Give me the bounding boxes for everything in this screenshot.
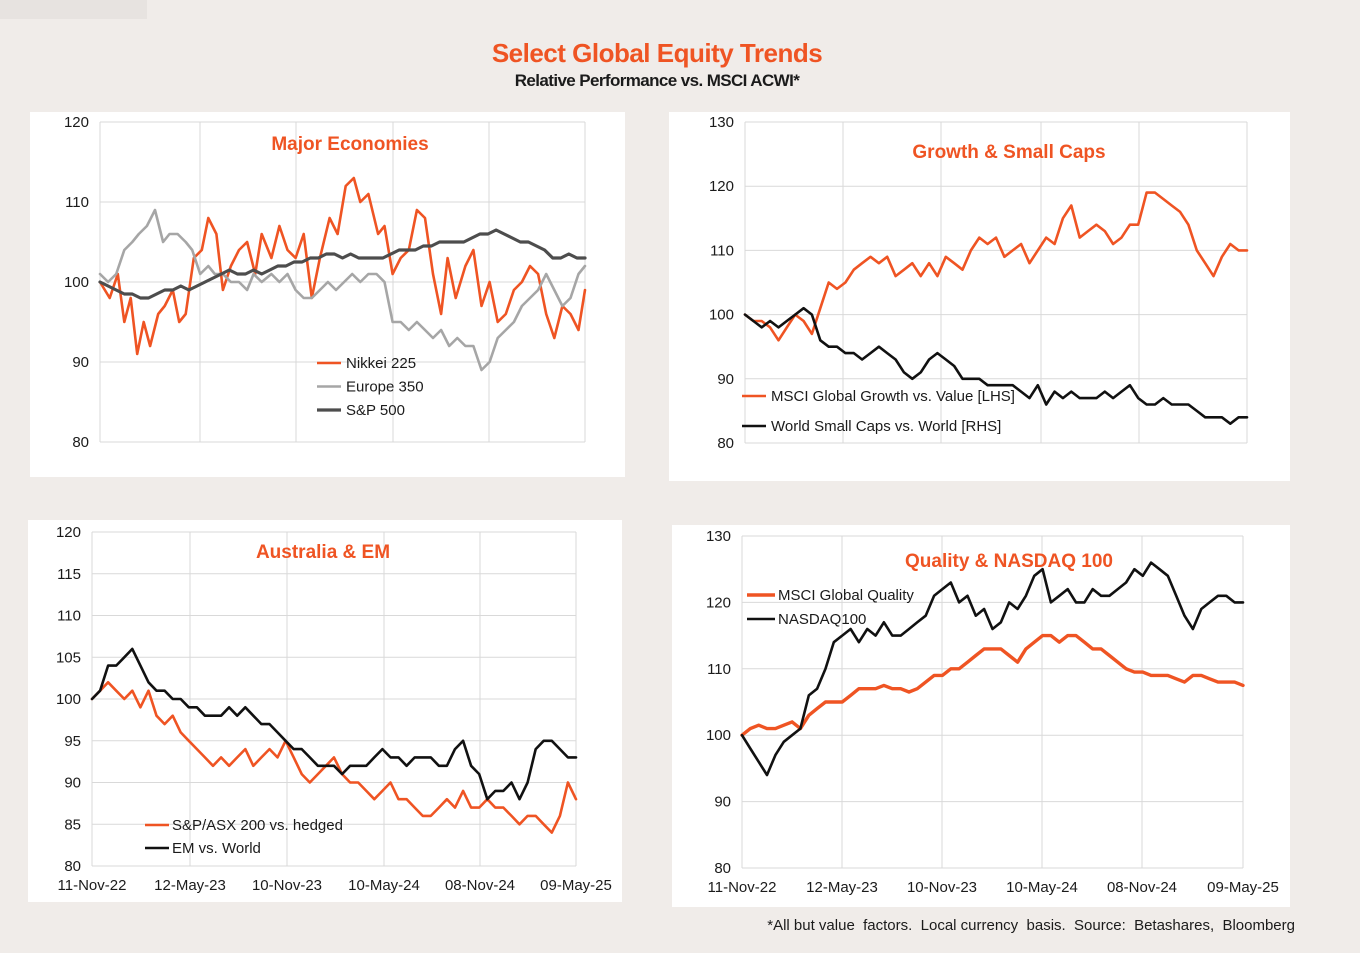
y-tick-label: 80 xyxy=(717,435,734,452)
y-tick-label: 130 xyxy=(706,528,731,545)
chart-growth: 80 90 100 110 120 130 Growth & Small Caps MSCI … xyxy=(709,114,1249,452)
chart-quality: 80 90 100 110 120 130 11-Nov-22 12-May-23 10-Nov… xyxy=(706,528,1279,896)
y-tick-label: 80 xyxy=(714,860,731,877)
legend-label: S&P 500 xyxy=(346,402,405,419)
series-line-0 xyxy=(90,681,578,834)
legend-label: World Small Caps vs. World [RHS] xyxy=(771,418,1001,435)
chart-major: 80 90 100 110 120 Major Economies Nikkei 225 Eu… xyxy=(64,114,587,451)
series-line-0 xyxy=(740,633,1245,737)
legend-label: Europe 350 xyxy=(346,379,424,396)
window-tab-stub xyxy=(0,0,147,19)
y-tick-label: 90 xyxy=(717,371,734,388)
y-tick-label: 110 xyxy=(65,194,89,211)
chart-title: Major Economies xyxy=(271,134,428,155)
y-tick-label: 120 xyxy=(56,524,81,541)
panel-growth-small-caps: 80 90 100 110 120 130 Growth & Small Caps MSCI … xyxy=(669,112,1290,481)
page-title: Select Global Equity Trends xyxy=(491,38,823,68)
y-tick-label: 120 xyxy=(706,594,731,611)
x-tick-label: 11-Nov-22 xyxy=(58,877,127,894)
y-tick-label: 95 xyxy=(64,733,81,750)
series-line-1 xyxy=(90,647,578,801)
y-tick-label: 100 xyxy=(56,691,81,708)
page-subtitle: Relative Performance vs. MSCI ACWI* xyxy=(514,71,800,90)
legend-label: NASDAQ100 xyxy=(778,611,866,628)
y-tick-label: 110 xyxy=(710,242,734,259)
chart-title: Quality & NASDAQ 100 xyxy=(905,551,1113,572)
y-tick-label: 100 xyxy=(64,274,89,291)
x-tick-label: 10-Nov-23 xyxy=(907,879,977,896)
x-tick-label: 10-May-24 xyxy=(1006,879,1078,896)
panel-australia-em: 80 85 90 95 100 105 110 115 120 11-Nov-22 12-May-2… xyxy=(28,520,622,902)
series-line-1 xyxy=(740,561,1245,777)
y-tick-label: 80 xyxy=(72,434,89,451)
legend-label: MSCI Global Growth vs. Value [LHS] xyxy=(771,388,1015,405)
panel-major-economies: 80 90 100 110 120 Major Economies Nikkei 225 Eu… xyxy=(30,112,625,477)
x-tick-label: 12-May-23 xyxy=(806,879,878,896)
chart-title: Australia & EM xyxy=(256,542,390,563)
series-line-1 xyxy=(743,306,1249,426)
series-line-1 xyxy=(98,208,587,372)
y-tick-label: 90 xyxy=(72,354,89,371)
x-tick-label: 11-Nov-22 xyxy=(708,879,777,896)
x-tick-label: 09-May-25 xyxy=(540,877,612,894)
legend-label: S&P/ASX 200 vs. hedged xyxy=(172,817,343,834)
y-tick-label: 100 xyxy=(706,727,731,744)
y-tick-label: 85 xyxy=(64,816,81,833)
y-tick-label: 80 xyxy=(64,858,81,875)
y-tick-label: 90 xyxy=(64,775,81,792)
x-tick-label: 08-Nov-24 xyxy=(445,877,515,894)
y-tick-label: 105 xyxy=(56,649,81,666)
chart-australia: 80 85 90 95 100 105 110 115 120 11-Nov-22 12-May-2… xyxy=(56,524,612,894)
series-line-0 xyxy=(743,191,1249,342)
y-tick-label: 90 xyxy=(714,794,731,811)
source-footnote: *All but value factors. Local currency b… xyxy=(767,917,1295,934)
y-tick-label: 110 xyxy=(57,608,81,625)
chart-title: Growth & Small Caps xyxy=(912,142,1105,163)
x-tick-label: 12-May-23 xyxy=(154,877,226,894)
legend-label: MSCI Global Quality xyxy=(778,587,914,604)
series-line-0 xyxy=(98,176,587,356)
x-tick-label: 10-Nov-23 xyxy=(252,877,322,894)
y-tick-label: 100 xyxy=(709,307,734,324)
x-tick-label: 09-May-25 xyxy=(1207,879,1279,896)
series-line-2 xyxy=(98,228,587,300)
legend-label: EM vs. World xyxy=(172,840,261,857)
y-tick-label: 110 xyxy=(707,661,731,678)
legend-label: Nikkei 225 xyxy=(346,355,416,372)
y-tick-label: 120 xyxy=(709,178,734,195)
y-tick-label: 115 xyxy=(57,566,81,583)
panel-quality-nasdaq: 80 90 100 110 120 130 11-Nov-22 12-May-23 10-Nov… xyxy=(672,525,1290,907)
y-tick-label: 120 xyxy=(64,114,89,131)
x-tick-label: 10-May-24 xyxy=(348,877,420,894)
x-tick-label: 08-Nov-24 xyxy=(1107,879,1177,896)
y-tick-label: 130 xyxy=(709,114,734,131)
